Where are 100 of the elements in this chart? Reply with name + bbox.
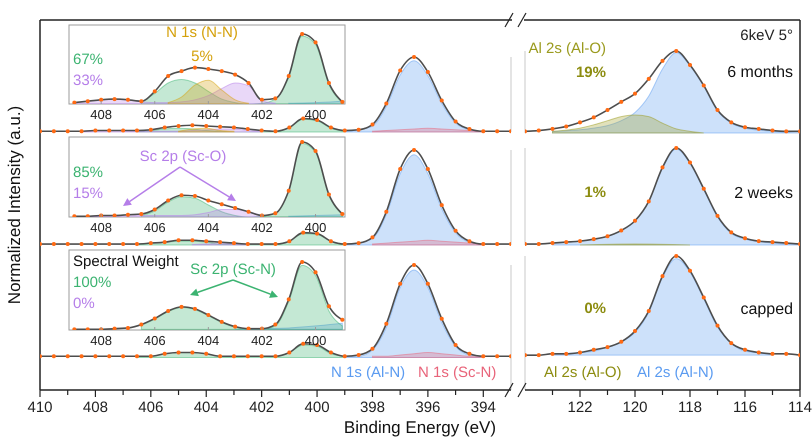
- point: [286, 297, 291, 302]
- point: [619, 100, 624, 104]
- x-tick-label: 404: [197, 107, 220, 122]
- point: [440, 203, 444, 208]
- point: [112, 214, 117, 217]
- point: [660, 165, 664, 170]
- series-label: Al 2s (Al-N): [637, 364, 714, 381]
- point: [729, 341, 734, 346]
- point: [716, 324, 720, 328]
- point: [152, 208, 157, 212]
- point: [716, 214, 720, 218]
- point: [190, 350, 194, 354]
- x-tick-label: 404: [197, 220, 220, 235]
- point: [356, 128, 361, 132]
- point: [619, 340, 624, 344]
- point: [204, 352, 208, 356]
- x-tick-label: 410: [27, 399, 53, 416]
- point: [702, 83, 706, 88]
- point: [190, 238, 194, 242]
- point: [260, 354, 264, 358]
- point: [356, 241, 361, 246]
- point: [232, 354, 236, 358]
- point: [52, 242, 56, 246]
- point: [112, 97, 117, 102]
- point: [180, 193, 184, 198]
- x-tick-label: 404: [197, 333, 220, 348]
- point: [370, 235, 374, 240]
- point: [260, 242, 264, 246]
- point: [148, 241, 153, 246]
- point: [246, 127, 250, 131]
- point: [86, 327, 90, 330]
- point: [121, 242, 126, 246]
- point: [688, 268, 692, 273]
- point: [550, 126, 554, 131]
- point: [286, 188, 291, 193]
- x-tick-label: 408: [90, 220, 112, 235]
- point: [619, 228, 624, 232]
- point: [340, 318, 344, 322]
- point: [743, 125, 747, 130]
- point: [756, 350, 761, 354]
- point: [66, 354, 70, 358]
- point: [206, 313, 210, 318]
- point: [218, 240, 222, 244]
- point: [126, 212, 130, 217]
- point: [326, 192, 331, 196]
- x-tick-label: 406: [144, 107, 166, 122]
- point: [206, 198, 210, 202]
- point: [328, 126, 333, 130]
- x-tick-label: 408: [82, 399, 108, 416]
- x-tick-label: 408: [90, 333, 112, 348]
- point: [148, 354, 153, 358]
- point: [162, 352, 167, 356]
- point: [314, 149, 318, 153]
- point: [300, 32, 304, 36]
- point: [72, 214, 76, 217]
- point: [134, 242, 139, 246]
- point: [784, 129, 788, 134]
- point: [495, 129, 500, 134]
- point: [660, 58, 664, 63]
- point: [481, 354, 486, 358]
- annotation: 100%: [73, 274, 112, 291]
- annotation: 0%: [584, 300, 606, 317]
- point: [192, 66, 197, 70]
- point: [564, 124, 568, 128]
- x-tick-label: 408: [90, 107, 112, 122]
- point: [233, 324, 238, 329]
- point: [52, 354, 56, 358]
- point: [340, 212, 344, 216]
- point: [578, 350, 582, 354]
- point: [646, 308, 651, 313]
- point: [756, 126, 761, 131]
- point: [300, 260, 304, 264]
- point: [398, 68, 402, 72]
- point: [162, 126, 167, 130]
- point: [273, 96, 278, 100]
- point: [743, 348, 747, 352]
- x-tick-label: 406: [138, 399, 164, 416]
- point: [412, 263, 416, 267]
- text: 6keV 5°: [740, 27, 793, 44]
- y-axis-title: Normalized Intensity (a.u.): [5, 106, 24, 304]
- point: [204, 124, 208, 128]
- point: [107, 354, 112, 358]
- point: [206, 67, 210, 71]
- x-tick-label: 404: [194, 399, 219, 416]
- point: [220, 320, 224, 324]
- point: [633, 329, 637, 334]
- point: [218, 124, 222, 129]
- text: Al 2s (Al-O): [528, 40, 606, 57]
- point: [578, 120, 582, 124]
- point: [274, 242, 278, 246]
- annotation: 85%: [73, 164, 104, 181]
- point: [426, 282, 430, 286]
- point: [412, 148, 416, 152]
- series-label: Sc 2p (Sc-N): [190, 261, 276, 278]
- point: [274, 354, 278, 358]
- point: [454, 343, 458, 347]
- point: [398, 282, 402, 286]
- point: [134, 354, 139, 358]
- point: [342, 128, 347, 132]
- x-tick-label: 402: [249, 399, 274, 416]
